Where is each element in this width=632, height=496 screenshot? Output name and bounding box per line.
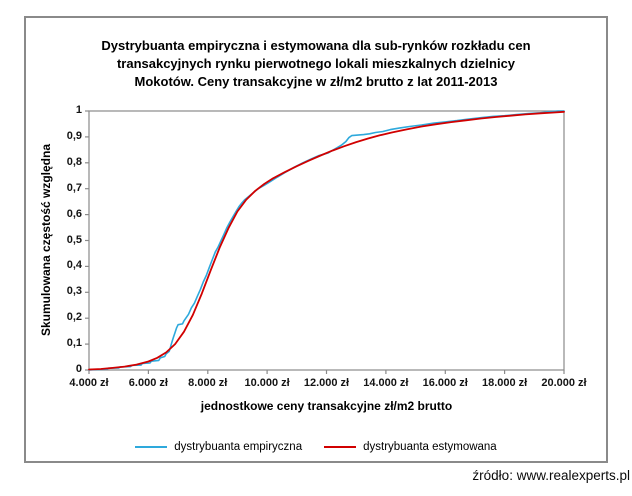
y-tick-label: 0,1 <box>66 337 82 350</box>
series-estimated-line <box>88 110 565 371</box>
plot-area <box>85 110 565 374</box>
chart-title-line-2: transakcyjnych rynku pierwotnego lokali … <box>116 56 516 71</box>
y-tick-label: 0,9 <box>66 129 82 142</box>
y-tick-label: 0,3 <box>66 285 82 298</box>
x-tick-label: 16.000 zł <box>422 377 468 389</box>
chart-title-line-1: Dystrybuanta empiryczna i estymowana dla… <box>101 38 531 53</box>
x-axis-title: jednostkowe ceny transakcyjne zł/m2 brut… <box>200 399 453 413</box>
y-tick-label: 0,8 <box>66 155 82 168</box>
legend-line-swatch <box>135 446 168 448</box>
y-tick-label: 0 <box>75 363 82 375</box>
x-tick-label: 20.000 zł <box>541 377 587 389</box>
source-credit: źródło: www.realexperts.pl <box>472 468 630 483</box>
y-tick-label: 1 <box>75 104 82 116</box>
legend-line-swatch <box>324 446 357 448</box>
x-tick-label: 14.000 zł <box>363 377 409 389</box>
legend-item: dystrybuanta empiryczna <box>135 441 302 453</box>
y-tick-label: 0,7 <box>66 181 82 194</box>
chart-frame <box>24 16 608 463</box>
legend: dystrybuanta empiryczna dystrybuanta esty… <box>24 438 608 456</box>
legend-label: dystrybuanta estymowana <box>363 441 497 453</box>
chart-title: Dystrybuanta empiryczna i estymowana dla… <box>24 37 608 91</box>
series-empirical-line <box>88 110 565 371</box>
y-tick-label: 0,5 <box>66 233 82 246</box>
x-tick-label: 10.000 zł <box>244 377 290 389</box>
x-tick-label: 12.000 zł <box>303 377 350 389</box>
y-tick-label: 0,4 <box>66 259 82 272</box>
y-tick-label: 0,6 <box>66 207 82 220</box>
x-tick-label: 6.000 zł <box>128 377 168 389</box>
chart-title-line-3: Mokotów. Ceny transakcyjne w zł/m2 brutt… <box>134 74 498 89</box>
x-tick-label: 4.000 zł <box>69 377 109 389</box>
legend-item: dystrybuanta estymowana <box>324 441 497 453</box>
x-tick-label: 8.000 zł <box>188 377 228 389</box>
y-tick-label: 0,2 <box>66 311 82 324</box>
x-tick-label: 18.000 zł <box>481 377 528 389</box>
legend-label: dystrybuanta empiryczna <box>174 441 303 453</box>
